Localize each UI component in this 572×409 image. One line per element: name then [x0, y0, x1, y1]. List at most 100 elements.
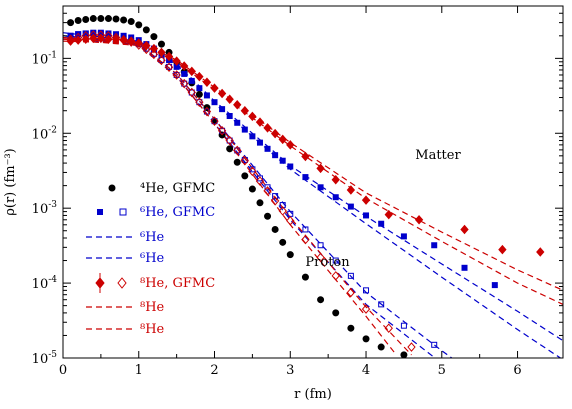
legend-label: ⁸He: [140, 300, 165, 315]
data-point-he8-open: [316, 252, 325, 263]
data-point-he6: [279, 157, 286, 164]
x-tick-label: 3: [286, 363, 294, 378]
data-point-he6-open: [302, 226, 309, 233]
data-point-he6-open: [363, 287, 370, 294]
data-point-he6: [332, 194, 339, 201]
data-point-he4: [256, 199, 264, 207]
data-point-he4: [248, 185, 256, 193]
data-point-he4: [195, 90, 203, 98]
data-point-he8-open: [119, 34, 128, 45]
y-tick-label: 10-3: [32, 200, 58, 217]
data-point-he6-open: [196, 99, 203, 106]
data-point-he8-open: [149, 49, 159, 60]
data-point-he6-open: [226, 137, 233, 144]
data-point-he4: [82, 16, 90, 24]
data-point-he8: [255, 117, 265, 127]
data-point-he8: [127, 36, 136, 46]
data-point-he8-open: [73, 32, 83, 43]
data-point-he6: [491, 282, 498, 289]
data-point-he4: [67, 19, 75, 27]
data-point-he8: [301, 151, 310, 162]
legend-label: ⁶He: [140, 230, 165, 245]
data-point-he8: [361, 195, 371, 205]
data-point-he8-open: [270, 196, 280, 206]
data-point-he4: [97, 15, 105, 23]
data-point-he6: [400, 233, 407, 240]
data-point-he6: [241, 126, 248, 133]
data-point-he4: [377, 343, 385, 351]
data-point-he8: [346, 185, 356, 195]
x-tick-label: 6: [513, 363, 521, 378]
data-point-he8-open: [180, 78, 189, 89]
data-point-he8: [316, 163, 325, 174]
data-point-he6: [302, 174, 309, 181]
data-point-he8: [225, 94, 234, 104]
legend-label: ⁴He, GFMC: [140, 181, 215, 196]
data-point-he8: [134, 38, 143, 48]
data-point-he8: [286, 140, 295, 150]
data-point-he8-open: [96, 30, 106, 40]
data-point-he8-open: [142, 44, 151, 55]
data-point-he4: [301, 273, 309, 281]
data-point-he8-open: [210, 116, 219, 126]
data-point-he8-open: [217, 126, 227, 136]
data-point-he6-open: [234, 147, 241, 154]
data-point-he8-open: [187, 87, 196, 98]
data-point-he6: [226, 113, 233, 120]
x-tick-label: 1: [135, 363, 143, 378]
data-point-he8: [248, 111, 257, 122]
fit-curve: [63, 36, 436, 358]
data-point-he8-open: [361, 304, 371, 314]
data-point-he6-open: [347, 272, 354, 279]
legend-label: ⁸He: [140, 322, 165, 337]
legend-label: ⁸He, GFMC: [140, 276, 215, 291]
data-point-he4: [332, 309, 340, 317]
data-point-he8-open: [157, 55, 166, 66]
data-point-he6: [347, 203, 354, 210]
data-point-he4: [157, 40, 165, 48]
data-point-he6-open: [317, 242, 324, 249]
data-point-he6: [431, 242, 438, 249]
data-point-he4: [112, 15, 120, 23]
data-point-he4: [286, 251, 294, 259]
data-point-he8-open: [104, 31, 113, 41]
data-point-he6: [461, 264, 468, 271]
data-point-he6-open: [256, 175, 263, 182]
data-point-he6-open: [272, 193, 279, 200]
data-point-he8: [149, 43, 159, 54]
data-point-he4: [104, 15, 112, 23]
data-point-he8: [233, 100, 242, 110]
data-point-he6: [219, 106, 226, 113]
legend-label: ⁶He: [140, 251, 165, 266]
data-point-he8-open: [255, 176, 265, 186]
data-point-he4: [89, 15, 97, 23]
data-point-he8-open: [248, 166, 257, 177]
x-tick-label: 0: [59, 363, 67, 378]
data-point-he6: [272, 152, 279, 159]
data-point-he8: [536, 247, 545, 257]
data-point-he6: [181, 70, 188, 77]
data-point-he6-open: [203, 108, 210, 115]
data-point-he8: [278, 134, 287, 145]
data-point-he8-open: [301, 234, 310, 245]
data-point-he8-open: [263, 186, 272, 196]
data-point-he4: [347, 324, 355, 332]
data-point-he6-open: [173, 71, 180, 78]
data-point-he8: [270, 128, 280, 139]
data-point-he8-open: [127, 37, 136, 47]
x-tick-label: 4: [362, 363, 370, 378]
plot-frame: [62, 5, 564, 359]
data-point-he8: [331, 174, 340, 185]
legend-label: ⁶He, GFMC: [140, 205, 215, 220]
data-point-he6: [249, 133, 256, 140]
data-point-he6: [211, 99, 218, 106]
data-point-he8: [172, 56, 181, 66]
legend-marker-open: [119, 208, 127, 216]
annotation-label: Matter: [415, 148, 461, 163]
data-point-he8: [460, 224, 469, 235]
data-point-he6-open: [431, 341, 438, 348]
data-point-he8-open: [111, 32, 121, 43]
data-point-he4: [264, 212, 272, 220]
fit-curve: [63, 36, 412, 356]
